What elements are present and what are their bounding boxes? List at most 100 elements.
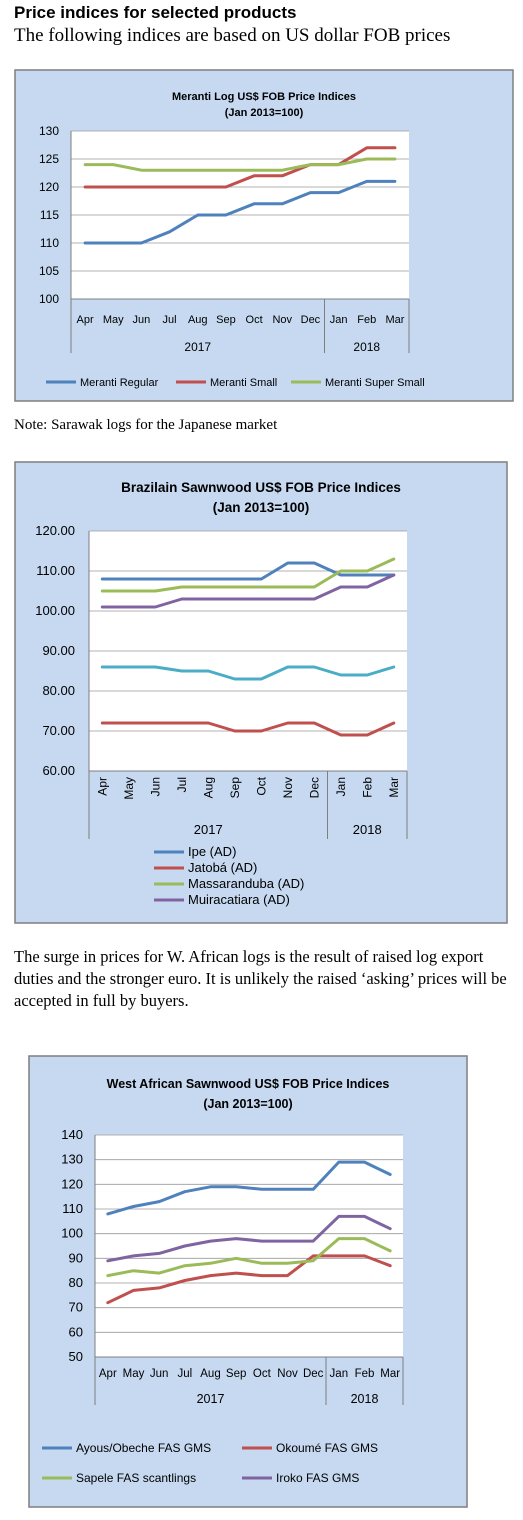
year-label: 2018 (353, 822, 382, 837)
chart-subtitle: (Jan 2013=100) (203, 1097, 292, 1111)
x-tick-label: Oct (253, 1368, 272, 1380)
y-tick-label: 90.00 (42, 643, 75, 658)
y-tick-label: 115 (40, 208, 59, 222)
x-tick-label: Jul (175, 777, 189, 792)
x-tick-label: Jan (330, 1368, 349, 1380)
legend-entry: Meranti Regular (80, 377, 159, 389)
series-line-unlabeled (100, 665, 396, 681)
x-tick-label: Jun (148, 777, 162, 796)
x-tick-label: Oct (254, 776, 268, 795)
legend-entry: Ipe (AD) (188, 844, 236, 859)
series-line-meranti-super-small (83, 157, 397, 172)
legend-entry: Meranti Super Small (325, 377, 425, 389)
legend-entry: Meranti Small (210, 377, 277, 389)
x-tick-label: Apr (95, 777, 109, 796)
west-african-sawnwood-chart: West African Sawnwood US$ FOB Price Indi… (28, 1055, 468, 1508)
y-tick-label: 60 (69, 1324, 83, 1339)
x-tick-label: Sep (226, 1368, 246, 1380)
x-tick-label: Nov (277, 1368, 298, 1380)
x-tick-label: Mar (380, 1368, 400, 1380)
year-label: 2018 (351, 1392, 379, 1406)
y-tick-label: 110 (40, 236, 59, 250)
meranti-log-chart: Meranti Log US$ FOB Price Indices (Jan 20… (14, 69, 514, 402)
chart-title: Brazilain Sawnwood US$ FOB Price Indices (121, 480, 401, 495)
year-label: 2017 (197, 1392, 225, 1406)
page-subheading: The following indices are based on US do… (14, 25, 451, 46)
x-tick-label: Jan (330, 314, 348, 326)
y-tick-label: 100 (61, 1226, 83, 1241)
x-tick-label: Jan (334, 777, 348, 796)
legend-entry: Sapele FAS scantlings (76, 1471, 196, 1485)
y-tick-label: 140 (61, 1127, 83, 1142)
x-tick-label: Jun (133, 314, 151, 326)
series-line-ayous-obeche-fas-gms (106, 1160, 392, 1216)
x-tick-label: Nov (272, 314, 292, 326)
y-tick-label: 80.00 (42, 683, 75, 698)
chart-title: Meranti Log US$ FOB Price Indices (172, 91, 356, 103)
legend-entry: Muiracatiara (AD) (188, 892, 290, 907)
series-line-meranti-small (83, 146, 397, 189)
x-tick-label: Dec (307, 777, 321, 798)
brazilian-sawnwood-chart: Brazilain Sawnwood US$ FOB Price Indices… (14, 461, 508, 924)
y-tick-label: 100 (39, 292, 59, 306)
x-tick-label: May (122, 777, 136, 800)
series-line-muiracatiara-ad (100, 573, 396, 609)
x-tick-label: May (103, 314, 124, 326)
y-tick-label: 110.00 (36, 563, 75, 578)
x-tick-label: Feb (360, 777, 374, 798)
chart-title: West African Sawnwood US$ FOB Price Indi… (107, 1077, 390, 1091)
x-tick-label: Jul (163, 314, 177, 326)
series-line-iroko-fas-gms (106, 1214, 392, 1263)
x-tick-label: Aug (188, 314, 208, 326)
x-tick-label: Sep (216, 314, 236, 326)
y-tick-label: 120 (61, 1176, 83, 1191)
y-tick-label: 70.00 (42, 723, 75, 738)
y-tick-label: 110 (62, 1201, 83, 1216)
x-tick-label: Dec (301, 314, 321, 326)
legend-entry: Massaranduba (AD) (188, 876, 304, 891)
x-tick-label: Feb (357, 314, 376, 326)
series-line-okoum-fas-gms (106, 1254, 392, 1305)
x-tick-label: Jul (177, 1368, 192, 1380)
y-tick-label: 120 (39, 180, 59, 194)
y-tick-label: 120.00 (35, 523, 75, 538)
series-line-jatob-ad (100, 721, 396, 737)
x-tick-label: Aug (200, 1368, 220, 1380)
x-tick-label: Mar (385, 314, 404, 326)
y-tick-label: 80 (69, 1275, 83, 1290)
west-african-commentary: The surge in prices for W. African logs … (14, 947, 507, 1010)
y-tick-label: 50 (69, 1349, 83, 1364)
y-tick-label: 70 (69, 1300, 83, 1315)
y-tick-label: 130 (39, 124, 59, 138)
y-tick-label: 125 (39, 152, 59, 166)
x-tick-label: Mar (387, 777, 401, 798)
legend-entry: Iroko FAS GMS (276, 1471, 359, 1485)
x-tick-label: May (123, 1368, 145, 1380)
y-tick-label: 90 (69, 1250, 83, 1265)
series-line-ipe-ad (100, 561, 396, 581)
y-tick-label: 130 (61, 1152, 83, 1167)
year-label: 2017 (194, 822, 223, 837)
y-tick-label: 105 (39, 264, 59, 278)
series-line-meranti-regular (83, 179, 397, 245)
series-line-massaranduba-ad (100, 557, 396, 593)
x-tick-label: Aug (201, 777, 215, 798)
x-tick-label: Nov (281, 777, 295, 798)
y-tick-label: 60.00 (42, 763, 75, 778)
page-heading: Price indices for selected products (14, 3, 297, 22)
chart-subtitle: (Jan 2013=100) (213, 500, 309, 515)
year-label: 2017 (184, 340, 211, 354)
x-tick-label: Apr (77, 314, 94, 326)
x-tick-label: Sep (228, 777, 242, 799)
x-tick-label: Apr (99, 1368, 117, 1380)
series-line-sapele-fas-scantlings (106, 1237, 392, 1278)
x-tick-label: Jun (150, 1368, 169, 1380)
y-tick-label: 100.00 (35, 603, 75, 618)
x-tick-label: Oct (246, 314, 263, 326)
x-tick-label: Feb (355, 1368, 375, 1380)
legend-entry: Jatobá (AD) (188, 860, 257, 875)
x-tick-label: Dec (303, 1368, 324, 1380)
plot-area (95, 1135, 403, 1357)
year-label: 2018 (353, 340, 380, 354)
sarawak-note: Note: Sarawak logs for the Japanese mark… (14, 417, 278, 433)
